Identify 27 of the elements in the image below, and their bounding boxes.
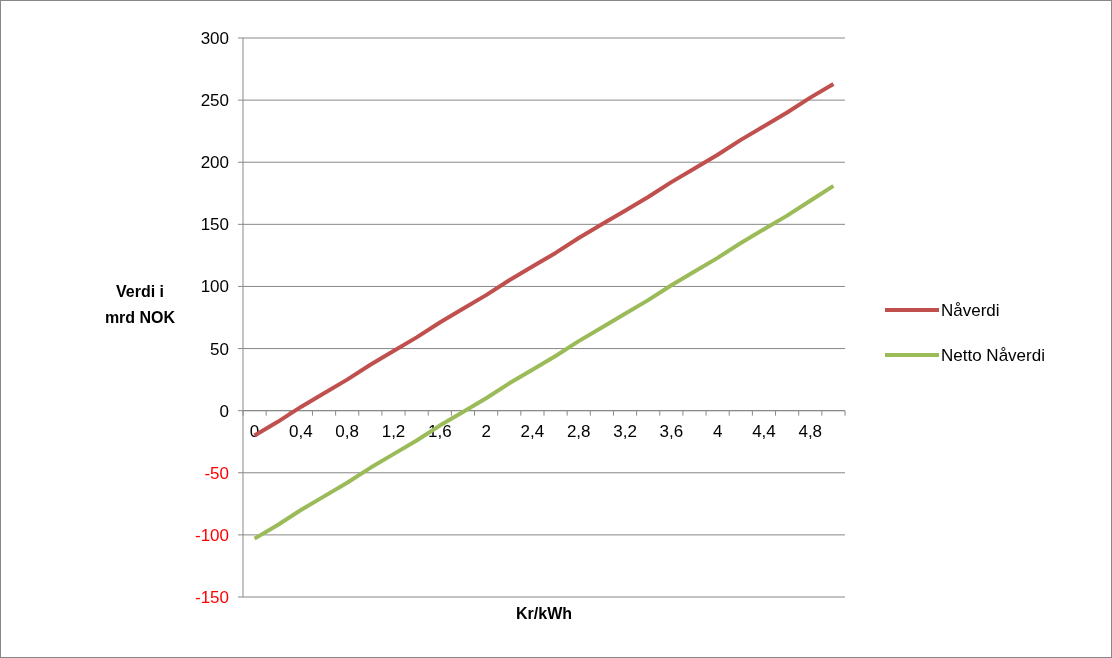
x-tick-label: 1,2 — [381, 421, 406, 441]
x-tick-label: 0,8 — [335, 421, 360, 441]
y-tick-label: -100 — [194, 525, 229, 545]
x-tick-label: 2 — [481, 421, 491, 441]
x-tick-label: 4,4 — [752, 421, 776, 441]
legend-label: Nåverdi — [941, 300, 1000, 320]
y-tick-label: -150 — [194, 587, 229, 607]
y-tick-label: 300 — [200, 28, 229, 48]
y-tick-label: 100 — [200, 277, 229, 297]
x-tick-label: 0,4 — [289, 421, 313, 441]
y-tick-label: -50 — [204, 463, 229, 483]
x-tick-label: 3,6 — [659, 421, 684, 441]
line-series — [252, 183, 836, 541]
x-axis-title: Kr/kWh — [516, 605, 572, 622]
y-tick-label: 200 — [200, 153, 229, 173]
x-tick-label: 4 — [712, 421, 723, 441]
x-tick-label: 2,8 — [566, 421, 591, 441]
line-series — [252, 81, 836, 438]
y-tick-label: 250 — [200, 91, 229, 111]
y-tick-label: 0 — [219, 401, 229, 421]
x-tick-label: 3,2 — [613, 421, 637, 441]
x-tick-label: 4,8 — [798, 421, 823, 441]
x-tick-label: 2,4 — [520, 421, 545, 441]
y-tick-label: 50 — [210, 339, 229, 359]
legend-label: Netto Nåverdi — [941, 345, 1045, 365]
y-tick-label: 150 — [200, 215, 229, 235]
y-axis-title: Verdi i mrd NOK — [104, 283, 176, 326]
